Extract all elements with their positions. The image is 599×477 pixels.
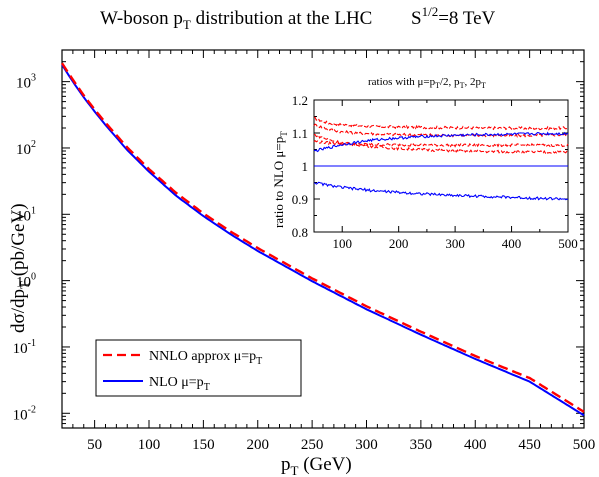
x-tick-label: 300	[355, 437, 378, 453]
inset-y-axis-label: ratio to NLO μ=pT	[271, 131, 289, 228]
inset-nnlo-ratio-curve	[313, 116, 569, 131]
inset-x-tick-label: 400	[502, 236, 522, 251]
inset-nlo-ratio-curve	[313, 131, 569, 153]
inset-nnlo-ratio-curve	[313, 139, 569, 148]
legend-nlo-label: NLO μ=pT	[149, 375, 210, 393]
inset-axis-ticks: 100 200 300 400 500 0.8 0.9 1 1.1 1.2	[292, 93, 578, 251]
inset-nlo-ratio-curve	[314, 181, 569, 201]
inset-nnlo-ratio-curve	[313, 123, 569, 138]
x-tick-label: 450	[518, 437, 541, 453]
x-axis-label: pT (GeV)	[281, 454, 352, 477]
y-tick-label: 10-1	[13, 338, 36, 357]
x-tick-label: 150	[192, 437, 215, 453]
nlo-curve	[61, 64, 585, 417]
x-tick-label: 400	[464, 437, 487, 453]
y-axis-label: dσ/dpT (pb/GeV)	[8, 203, 32, 333]
chart-title-energy: S1/2=8 TeV	[411, 4, 496, 29]
x-tick-label: 500	[573, 437, 596, 453]
y-tick-label: 100	[16, 272, 36, 291]
chart-title: W-boson pT distribution at the LHC	[100, 8, 372, 32]
main-axis-ticks: 50 100 150 200 250 300 350 400 450 500 10-2 10-1 100…	[13, 49, 596, 453]
legend: NNLO approx μ=pT NLO μ=pT	[95, 339, 302, 397]
main-curves	[61, 62, 585, 417]
inset-x-tick-label: 300	[445, 236, 465, 251]
inset-title: ratios with μ=pT/2, pT, 2pT	[368, 76, 486, 90]
x-tick-label: 350	[410, 437, 433, 453]
inset-y-tick-label: 0.8	[292, 225, 308, 240]
legend-nnlo-label: NNLO approx μ=pT	[149, 349, 262, 367]
inset-y-tick-label: 0.9	[292, 192, 308, 207]
y-tick-label: 103	[16, 73, 36, 92]
y-tick-label: 101	[16, 205, 36, 224]
legend-box	[95, 339, 302, 397]
x-tick-label: 250	[301, 437, 324, 453]
y-tick-label: 102	[16, 139, 36, 158]
x-tick-label: 200	[247, 437, 270, 453]
inset-y-tick-label: 1.1	[292, 126, 308, 141]
inset-y-tick-label: 1	[302, 159, 309, 174]
inset-x-tick-label: 100	[332, 236, 352, 251]
inset-curves	[313, 116, 569, 201]
y-tick-label: 10-2	[13, 404, 36, 423]
inset-y-tick-label: 1.2	[292, 93, 308, 108]
x-tick-label: 100	[138, 437, 161, 453]
inset-x-tick-label: 200	[389, 236, 409, 251]
inset-x-tick-label: 500	[558, 236, 578, 251]
x-tick-label: 50	[87, 437, 102, 453]
inset-nnlo-ratio-curve	[313, 133, 569, 155]
nnlo-approx-curve	[61, 62, 585, 413]
